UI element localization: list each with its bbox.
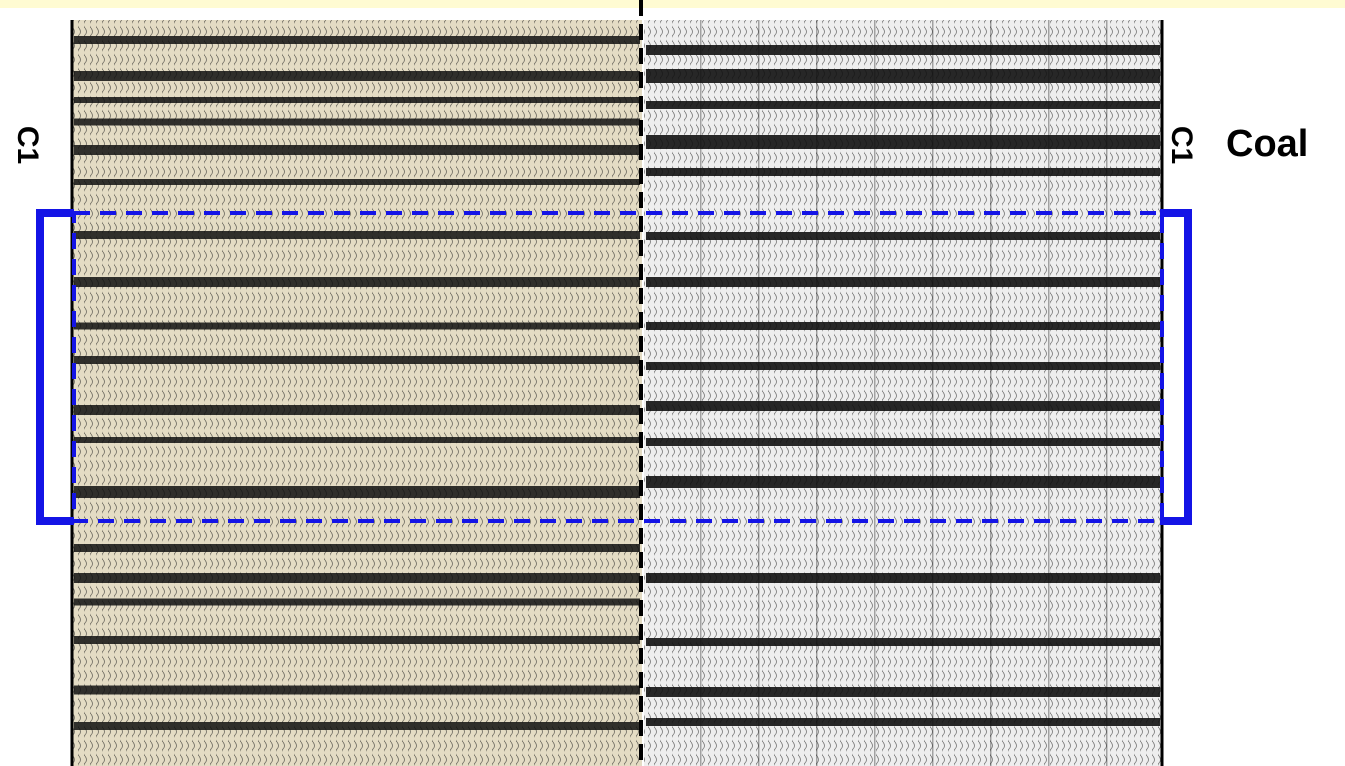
top-band bbox=[0, 0, 1345, 8]
left-section bbox=[72, 20, 642, 766]
reflector bbox=[74, 573, 640, 583]
reflector bbox=[74, 323, 640, 330]
reflector bbox=[74, 599, 640, 606]
reflector bbox=[646, 168, 1160, 176]
reflector bbox=[646, 718, 1160, 726]
reflector bbox=[646, 135, 1160, 149]
right-marker: C1 bbox=[1165, 126, 1198, 164]
reflector bbox=[1048, 20, 1050, 766]
reflector bbox=[74, 405, 640, 415]
reflector bbox=[646, 232, 1160, 240]
reflector bbox=[74, 486, 640, 498]
reflector bbox=[646, 277, 1160, 287]
reflector bbox=[646, 322, 1160, 330]
reflector bbox=[646, 573, 1160, 583]
reflector bbox=[646, 638, 1160, 646]
reflector bbox=[74, 97, 640, 103]
reflector bbox=[74, 437, 640, 443]
reflector bbox=[74, 71, 640, 81]
seismic-comparison: C1 C1 Coal bbox=[0, 0, 1345, 766]
left-bracket bbox=[40, 213, 74, 521]
left-marker: C1 bbox=[11, 126, 44, 164]
reflector bbox=[74, 36, 640, 44]
reflector bbox=[74, 722, 640, 730]
reflector bbox=[74, 145, 640, 155]
reflector bbox=[646, 362, 1160, 370]
reflector bbox=[646, 401, 1160, 411]
reflector bbox=[1106, 20, 1108, 766]
reflector bbox=[758, 20, 760, 766]
right-bracket bbox=[1160, 213, 1188, 521]
reflector bbox=[74, 636, 640, 644]
reflector bbox=[74, 231, 640, 239]
reflector bbox=[74, 686, 640, 695]
reflector bbox=[646, 476, 1160, 488]
reflector bbox=[74, 277, 640, 287]
reflector bbox=[816, 20, 818, 766]
reflector bbox=[646, 45, 1160, 55]
reflector bbox=[932, 20, 934, 766]
reflector bbox=[646, 101, 1160, 109]
coal-label: Coal bbox=[1226, 123, 1308, 165]
reflector bbox=[874, 20, 876, 766]
page: C1 C1 Coal (() => { const data = JSON.pa… bbox=[0, 0, 1345, 766]
reflector bbox=[700, 20, 702, 766]
reflector bbox=[646, 438, 1160, 446]
reflector bbox=[74, 179, 640, 185]
reflector bbox=[990, 20, 992, 766]
right-section bbox=[644, 20, 1162, 766]
reflector bbox=[646, 69, 1160, 83]
reflector bbox=[74, 119, 640, 126]
reflector bbox=[646, 687, 1160, 697]
reflector bbox=[74, 544, 640, 552]
reflector bbox=[74, 356, 640, 364]
